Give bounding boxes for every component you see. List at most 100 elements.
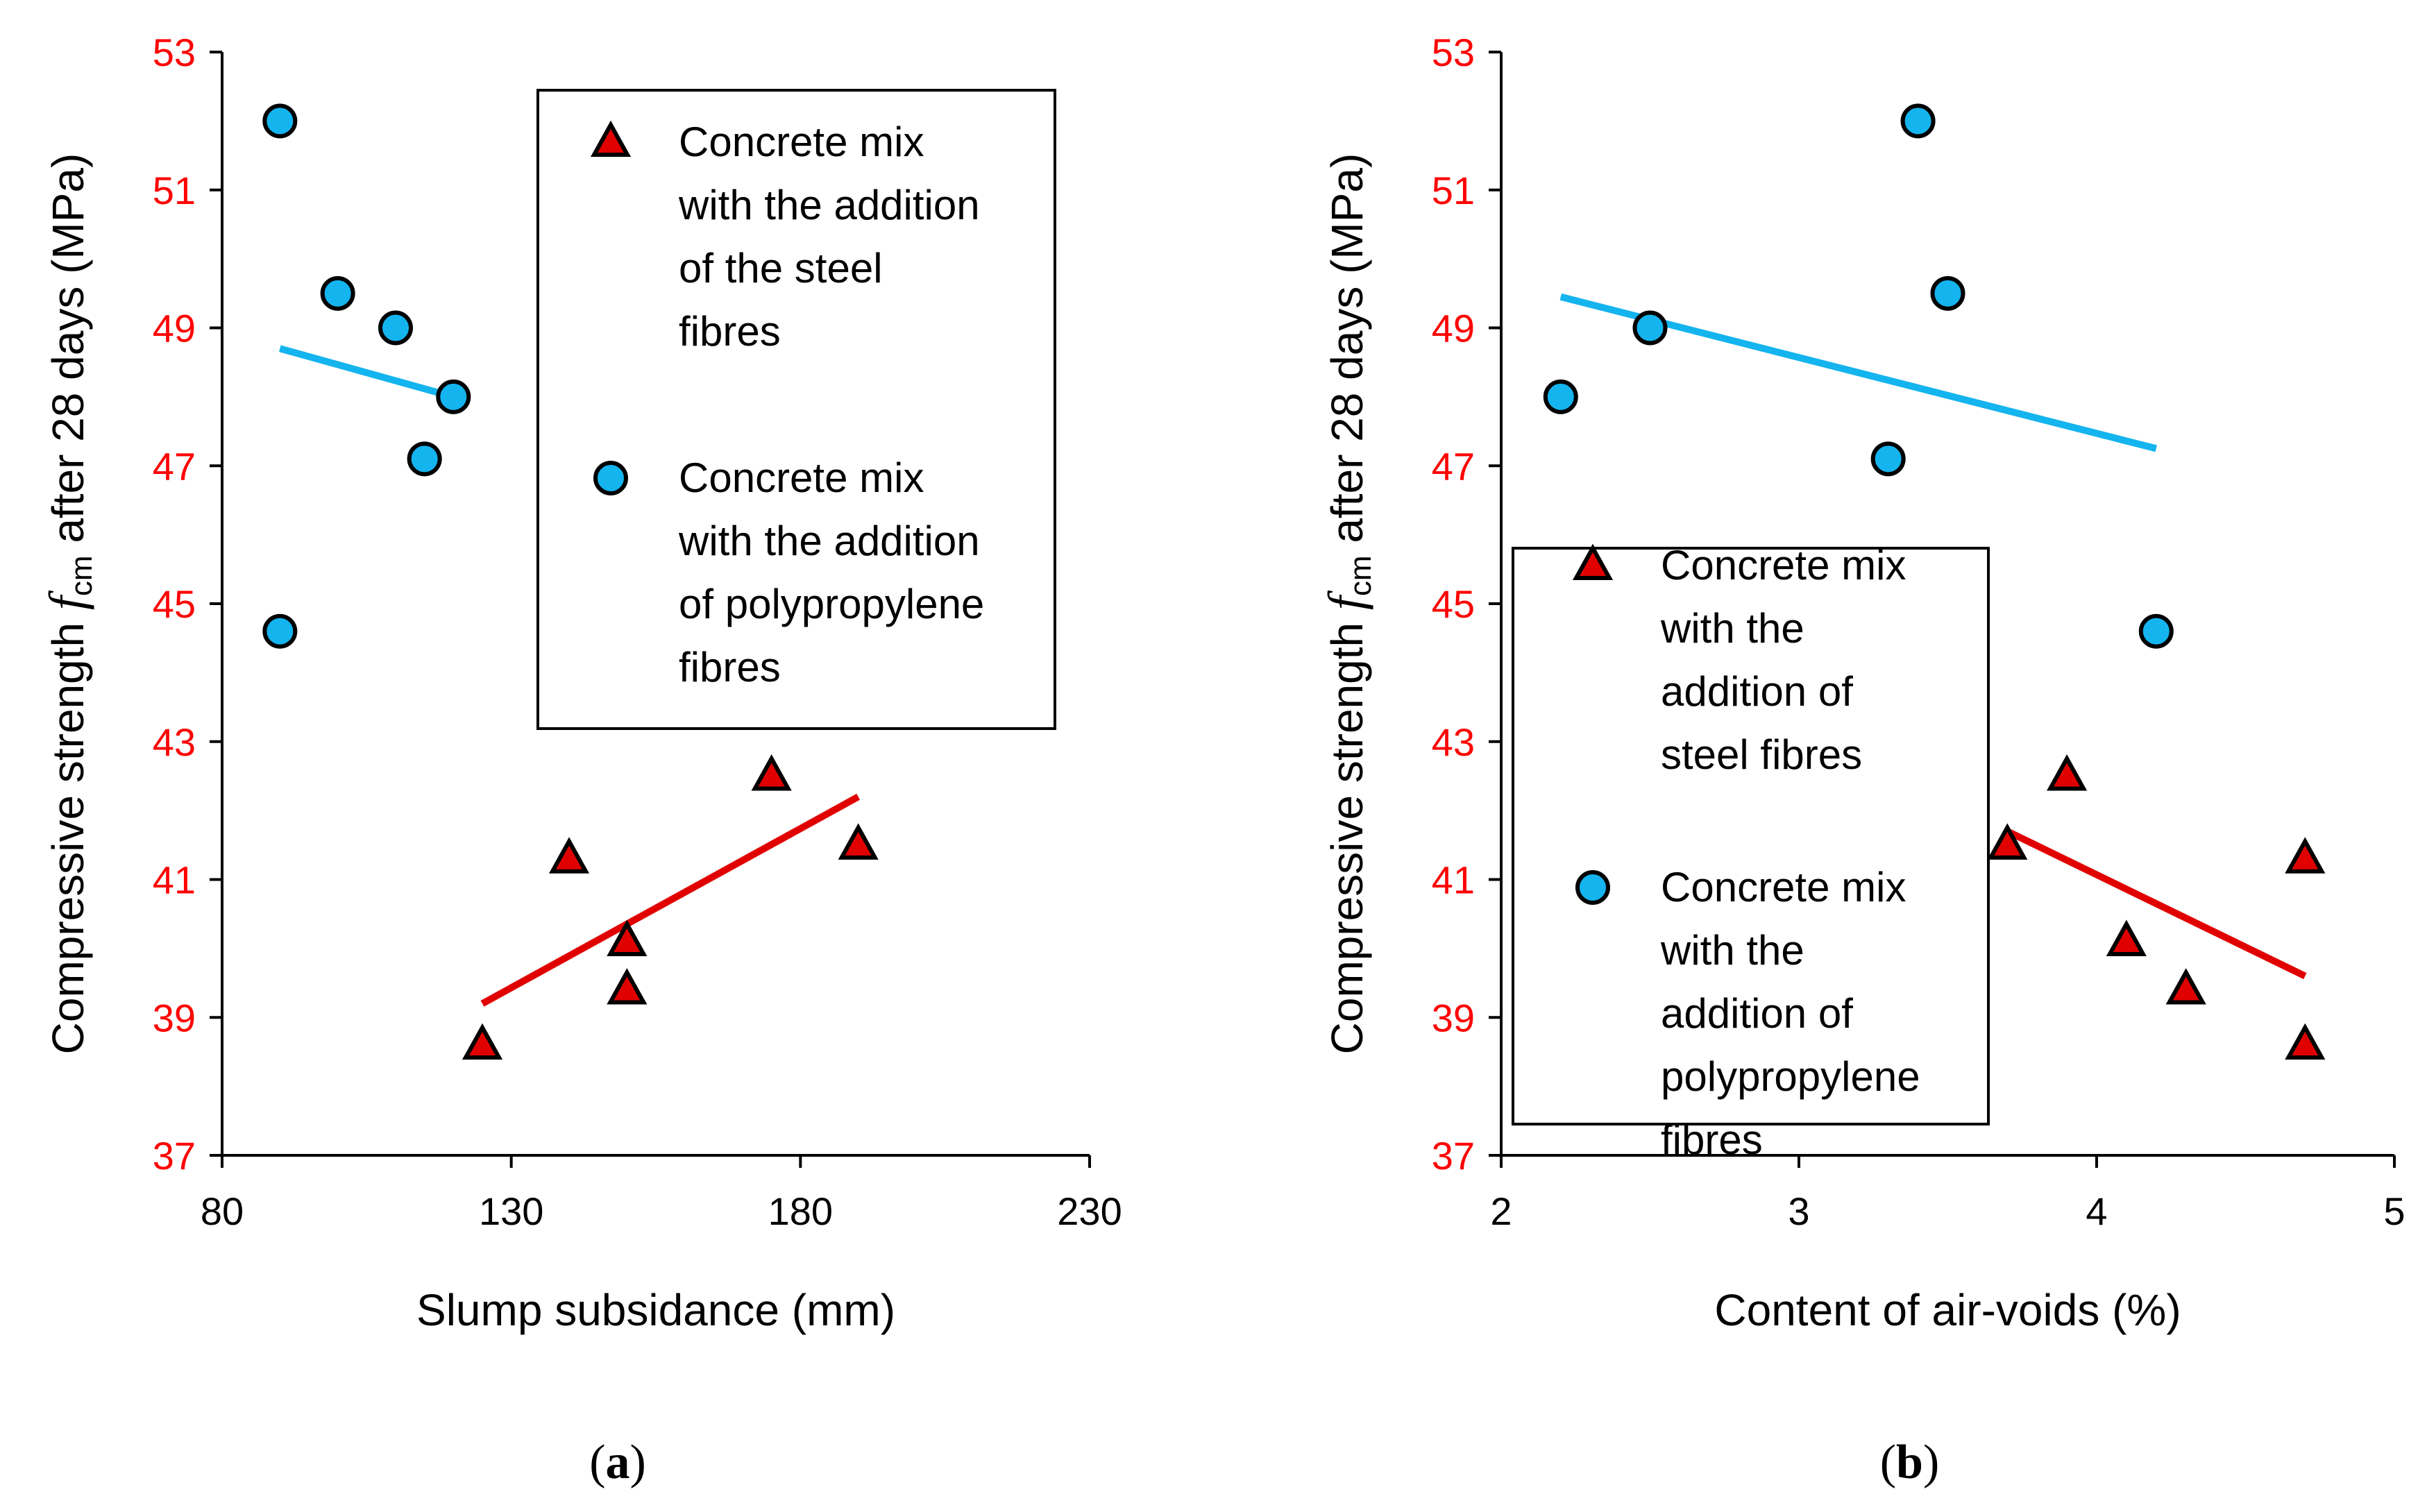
y-tick-label: 51 — [1432, 169, 1475, 212]
polypropylene-data-point — [407, 441, 442, 477]
panel-label-letter: a — [606, 1436, 630, 1489]
polypropylene-data-point — [262, 103, 298, 139]
polypropylene-data-point — [320, 275, 355, 311]
steel-trend-line — [2006, 828, 2307, 980]
steel-trend-line — [480, 793, 861, 1007]
polypropylene-data-point — [1900, 103, 1936, 139]
y-tick-label: 39 — [1432, 996, 1475, 1039]
steel-data-point — [2285, 837, 2326, 874]
x-tick-label: 3 — [1788, 1189, 1809, 1233]
panel-label-open: ( — [1880, 1436, 1896, 1489]
x-tick-label: 230 — [1057, 1189, 1122, 1233]
legend-polypropylene-label: of polypropylene — [679, 581, 984, 627]
steel-data-point — [751, 754, 792, 791]
legend-polypropylene-marker — [593, 461, 628, 495]
legend-steel-label: fibres — [679, 308, 781, 355]
polypropylene-data-point — [1632, 310, 1668, 346]
y-tick-label: 53 — [1432, 31, 1475, 74]
steel-data-point — [1987, 823, 2028, 860]
y-tick-label: 41 — [153, 858, 196, 902]
legend: Concrete mix with the addition of steel fib… — [1512, 542, 1990, 1163]
y-tick-label: 47 — [153, 444, 196, 488]
y-tick-label: 41 — [1432, 858, 1475, 902]
panel-label-open: ( — [589, 1436, 605, 1489]
legend-polypropylene-label: fibres — [1661, 1116, 1763, 1163]
y-axis-title: Compressive strength fcm after 28 days (… — [1318, 153, 1378, 1055]
y-axis-title-prefix: Compressive strength — [43, 610, 93, 1054]
panel-label: (a) — [589, 1436, 646, 1489]
y-tick-label: 45 — [1432, 582, 1475, 626]
y-axis-title-prefix: Compressive strength — [1322, 610, 1372, 1054]
steel-data-point — [2285, 1023, 2326, 1060]
y-tick-label: 49 — [153, 307, 196, 350]
legend-box — [1512, 547, 1990, 1125]
polypropylene-data-point — [378, 310, 413, 346]
legend-steel-label: steel fibres — [1661, 731, 1862, 778]
steel-data-point — [2047, 754, 2088, 791]
legend-steel-label: with the — [1660, 605, 1804, 652]
y-axis-title-subscript: cm — [65, 555, 99, 596]
y-tick-label: 37 — [153, 1134, 196, 1178]
y-axis-title-subscript: cm — [1344, 555, 1378, 596]
x-tick-label: 180 — [768, 1189, 833, 1233]
polypropylene-data-point — [2138, 613, 2174, 649]
legend-steel-label: Concrete mix — [1661, 542, 1906, 588]
y-axis-title-suffix: after 28 days (MPa) — [43, 153, 93, 556]
x-tick-label: 2 — [1490, 1189, 1512, 1233]
legend-steel-label: Concrete mix — [679, 119, 924, 165]
legend-polypropylene-label: fibres — [679, 644, 781, 690]
legend-polypropylene-label: polypropylene — [1661, 1053, 1920, 1100]
y-tick-label: 51 — [153, 169, 196, 212]
polypropylene-data-point — [1870, 441, 1906, 477]
steel-data-point — [462, 1023, 503, 1060]
y-axis-title-suffix: after 28 days (MPa) — [1322, 153, 1372, 556]
y-tick-label: 49 — [1432, 307, 1475, 350]
legend: Concrete mix with the addition of the stee… — [536, 89, 1056, 730]
x-tick-label: 130 — [479, 1189, 543, 1233]
legend-polypropylene-label: Concrete mix — [1661, 864, 1906, 910]
legend-steel-label: with the addition — [678, 182, 980, 228]
legend-steel-marker — [1572, 543, 1614, 580]
y-tick-label: 45 — [153, 582, 196, 626]
steel-data-point — [838, 823, 879, 860]
x-tick-label: 5 — [2383, 1189, 2405, 1233]
panel-a-chart: 37 39 41 43 45 47 49 51 53 80 130 180 230 Slump subsi… — [39, 31, 1122, 1489]
x-axis-title: Content of air-voids (%) — [1714, 1285, 2181, 1335]
x-tick-label: 80 — [201, 1189, 244, 1233]
legend-box — [536, 89, 1056, 730]
x-tick-label: 4 — [2086, 1189, 2107, 1233]
panel-label-letter: b — [1896, 1436, 1923, 1489]
legend-polypropylene-label: addition of — [1661, 990, 1853, 1037]
steel-data-point — [2165, 968, 2206, 1005]
y-tick-label: 43 — [1432, 720, 1475, 764]
legend-polypropylene-label: with the addition — [678, 518, 980, 564]
legend-polypropylene-label: Concrete mix — [679, 455, 924, 501]
polypropylene-data-point — [436, 379, 471, 414]
steel-data-point — [2106, 919, 2147, 956]
legend-polypropylene-label: with the — [1660, 927, 1804, 974]
legend-steel-label: of the steel — [679, 245, 883, 291]
legend-polypropylene-marker — [1575, 870, 1610, 905]
steel-data-point — [548, 837, 590, 874]
y-tick-label: 39 — [153, 996, 196, 1039]
y-tick-label: 53 — [153, 31, 196, 74]
y-tick-label: 47 — [1432, 444, 1475, 488]
y-tick-label: 37 — [1432, 1134, 1475, 1178]
steel-data-point — [607, 968, 648, 1005]
panel-label-close: ) — [1923, 1436, 1939, 1489]
y-axis-title: Compressive strength fcm after 28 days (… — [39, 153, 99, 1055]
polypropylene-data-point — [1543, 379, 1578, 414]
x-axis-title: Slump subsidance (mm) — [416, 1285, 895, 1335]
panel-label-close: ) — [630, 1436, 646, 1489]
steel-data-point — [607, 919, 648, 956]
polypropylene-data-point — [262, 613, 298, 649]
y-tick-label: 43 — [153, 720, 196, 764]
polypropylene-trend-line — [278, 345, 455, 400]
legend-steel-marker — [590, 120, 632, 157]
panel-label: (b) — [1880, 1436, 1940, 1489]
polypropylene-data-point — [1930, 275, 1965, 311]
legend-steel-label: addition of — [1661, 668, 1853, 715]
